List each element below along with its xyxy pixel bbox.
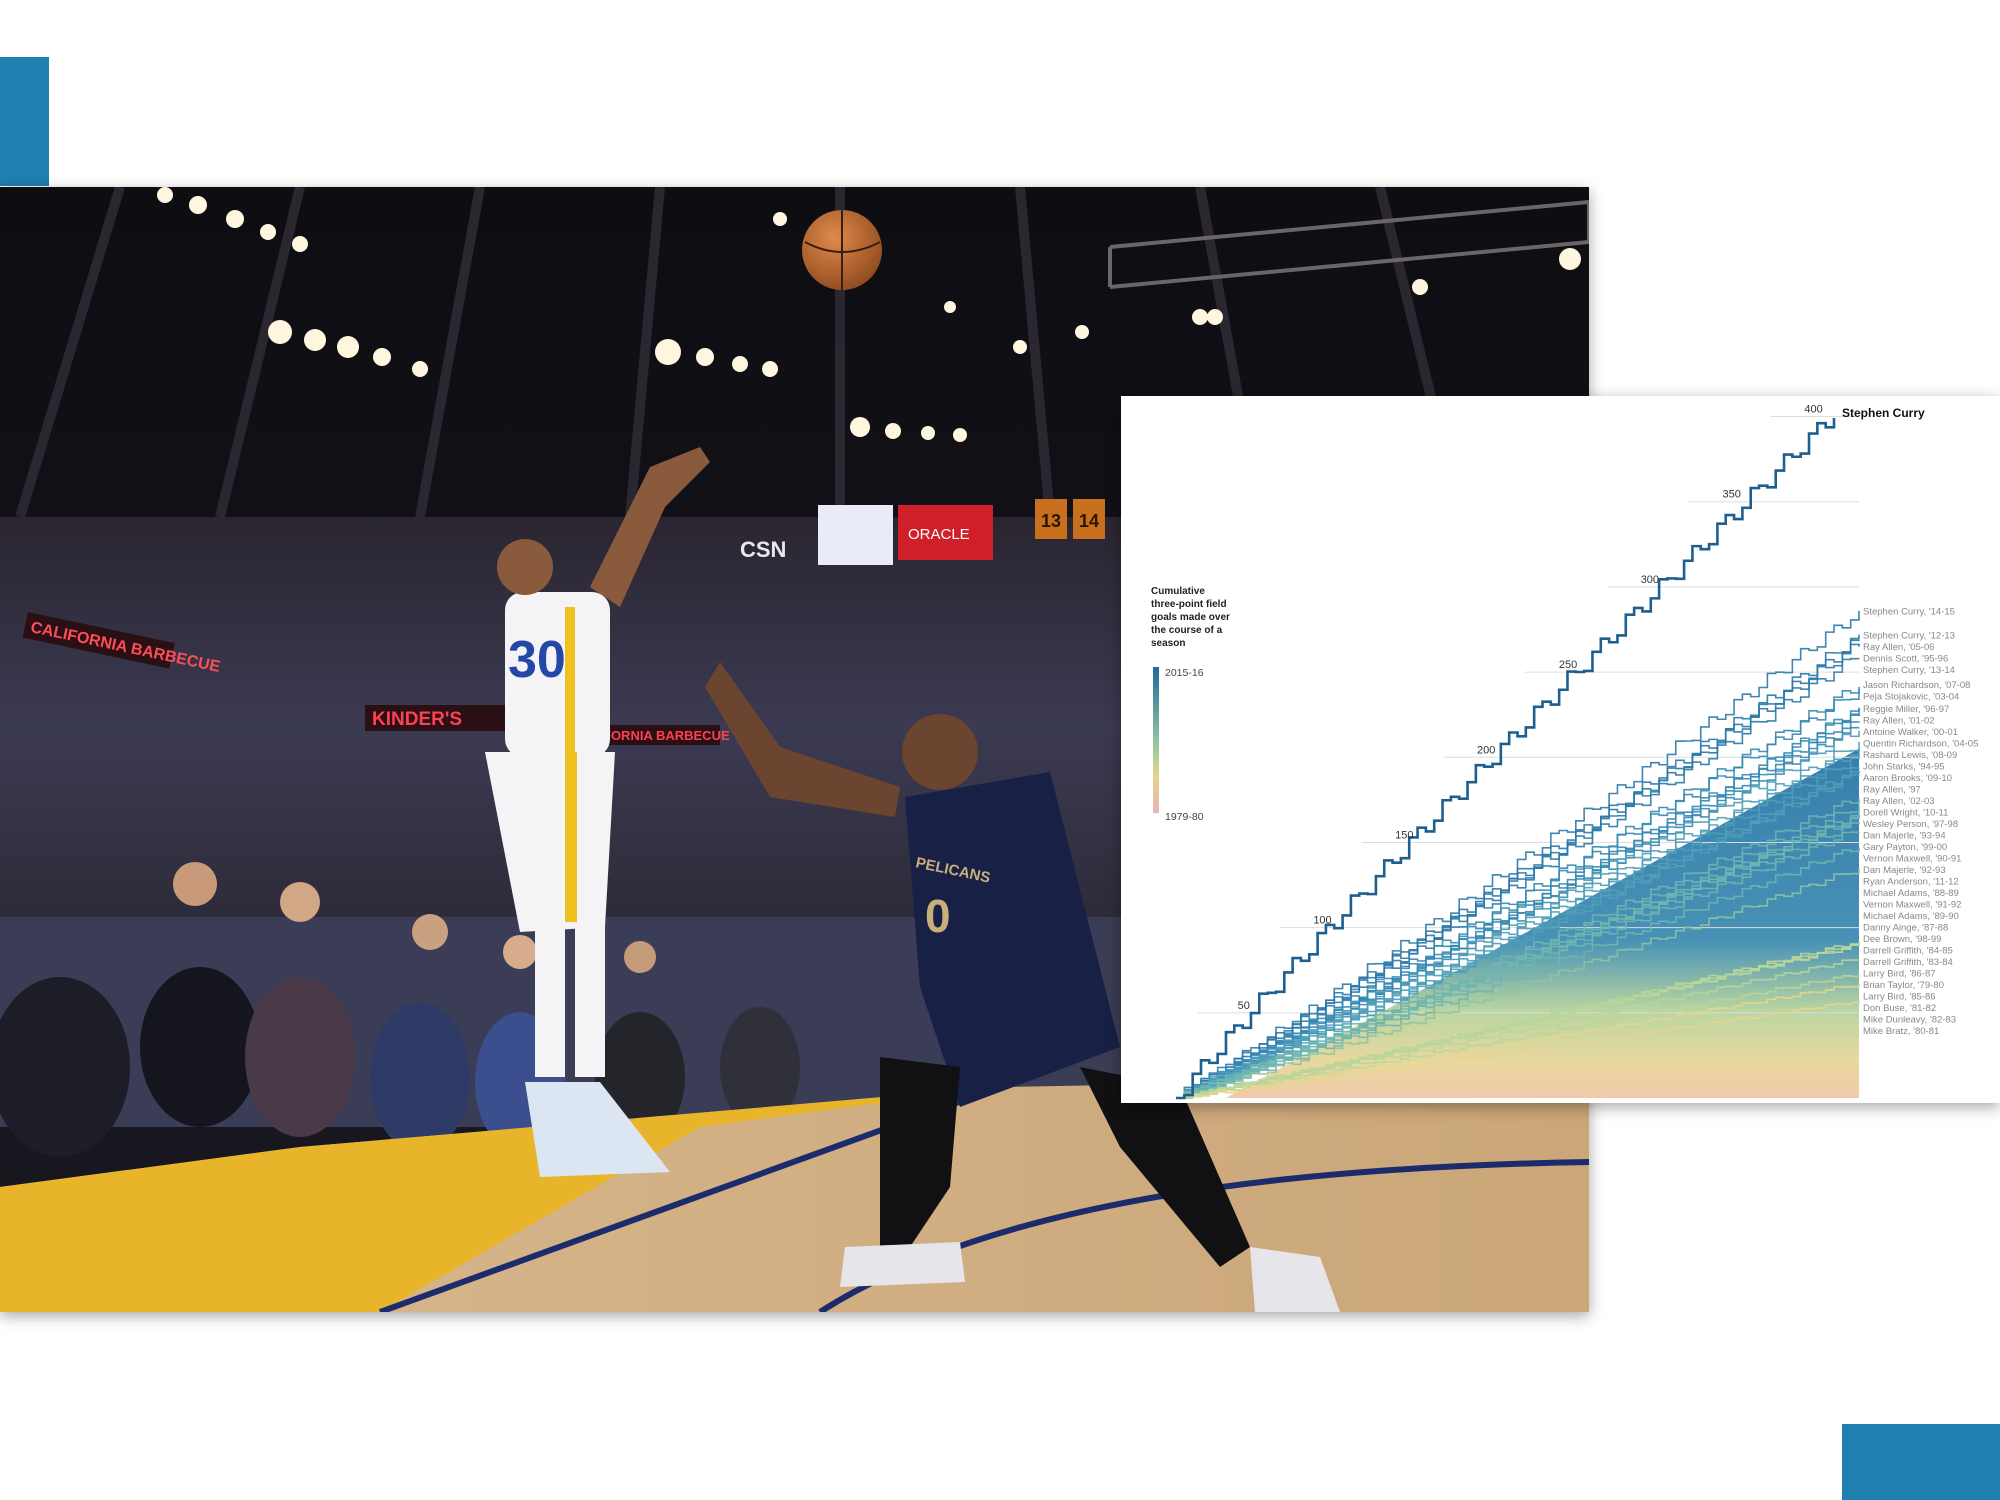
season-label-27: Dee Brown, '98-99	[1863, 934, 1941, 945]
arena-lights	[157, 187, 1581, 442]
season-label-32: Larry Bird, '85-86	[1863, 991, 1936, 1002]
shooter-player: 30	[485, 447, 710, 1177]
season-label-26: Danny Ainge, '87-88	[1863, 922, 1948, 933]
legend-title-line-1: Cumulative	[1151, 586, 1205, 597]
sign-kinders: KINDER'S	[372, 709, 462, 730]
season-label-23: Michael Adams, '88-89	[1863, 888, 1959, 899]
season-line-24	[1176, 822, 1860, 1099]
season-label-2: Ray Allen, '05-06	[1863, 642, 1935, 653]
season-line-4	[1176, 657, 1860, 1099]
season-line-35	[1176, 1000, 1860, 1099]
legend-bottom-label: 1979-80	[1165, 811, 1204, 823]
season-line-17	[1176, 771, 1860, 1099]
y-tick-150: 150	[1395, 829, 1413, 841]
sign-oracle: ORACLE	[908, 526, 970, 543]
legend-title-line-3: goals made over	[1151, 612, 1230, 623]
labeled-season-lines	[1176, 610, 1860, 1099]
season-label-31: Brian Taylor, '79-80	[1863, 980, 1944, 991]
legend-color-ramp	[1153, 667, 1159, 813]
season-label-17: Wesley Person, '97-98	[1863, 819, 1958, 830]
season-label-28: Darrell Griffith, '84-85	[1863, 945, 1953, 956]
season-label-20: Vernon Maxwell, '90-91	[1863, 853, 1961, 864]
season-label-1: Stephen Curry, '12-13	[1863, 631, 1955, 642]
season-label-25: Michael Adams, '89-90	[1863, 911, 1959, 922]
season-end-labels: Stephen Curry, '14-15 Stephen Curry, '12-…	[1863, 607, 1978, 1037]
basketball	[802, 210, 882, 290]
y-tick-50: 50	[1238, 1000, 1250, 1012]
season-label-29: Darrell Griffith, '83-84	[1863, 957, 1953, 968]
y-tick-200: 200	[1477, 744, 1495, 756]
light-truss	[1108, 200, 1589, 289]
season-label-9: Antoine Walker, '00-01	[1863, 727, 1958, 738]
sign-fornia-barbecue: FORNIA BARBECUE	[603, 728, 730, 743]
season-line-25	[1176, 831, 1860, 1099]
season-line-33	[1176, 974, 1860, 1099]
season-line-27	[1176, 868, 1860, 1099]
season-line-10	[1176, 713, 1860, 1099]
shooter-jersey-number: 30	[508, 631, 566, 689]
season-line-3	[1176, 643, 1860, 1099]
y-tick-labels: 50 100 150 200 250 300 350 400	[1238, 404, 1823, 1012]
cumulative-threes-chart: Cumulative three-point field goals made …	[1151, 404, 1978, 1100]
y-tick-100: 100	[1313, 915, 1331, 927]
season-label-18: Dan Majerle, '93-94	[1863, 830, 1946, 841]
season-label-7: Reggie Miller, '96-97	[1863, 704, 1949, 715]
accent-bar-top	[0, 57, 49, 186]
season-line-32	[1176, 959, 1860, 1099]
banner-13: 13	[1041, 511, 1061, 531]
season-label-21: Dan Majerle, '92-93	[1863, 865, 1946, 876]
season-label-5: Jason Richardson, '07-08	[1863, 680, 1970, 691]
season-label-10: Quentin Richardson, '04-05	[1863, 738, 1978, 749]
legend-title-line-4: the course of a	[1151, 625, 1223, 636]
season-label-19: Gary Payton, '99-00	[1863, 842, 1947, 853]
season-label-13: Aaron Brooks, '09-10	[1863, 773, 1952, 784]
three-point-chart-panel: Cumulative three-point field goals made …	[1121, 396, 2000, 1103]
historic-seasons-band	[1225, 748, 1859, 1098]
season-label-6: Peja Stojakovic, '03-04	[1863, 692, 1959, 703]
season-label-12: John Starks, '94-95	[1863, 761, 1945, 772]
season-band-area	[1225, 748, 1859, 1098]
y-tick-350: 350	[1723, 489, 1741, 501]
legend-title-line-5: season	[1151, 638, 1185, 649]
season-line-31	[1176, 944, 1860, 1099]
highlight-label: Stephen Curry	[1842, 406, 1925, 420]
legend-top-label: 2015-16	[1165, 667, 1204, 679]
season-label-0: Stephen Curry, '14-15	[1863, 607, 1955, 618]
highlight-series: Stephen Curry	[1176, 406, 1925, 1100]
season-label-15: Ray Allen, '02-03	[1863, 796, 1935, 807]
banner-14: 14	[1079, 511, 1099, 531]
sign-csn: CSN	[740, 537, 786, 562]
legend-title: Cumulative three-point field goals made …	[1151, 586, 1233, 649]
y-tick-250: 250	[1559, 659, 1577, 671]
season-label-24: Vernon Maxwell, '91-92	[1863, 899, 1961, 910]
season-label-14: Ray Allen, '97	[1863, 784, 1921, 795]
season-label-34: Mike Dunleavy, '82-83	[1863, 1014, 1956, 1025]
season-label-16: Dorell Wright, '10-11	[1863, 807, 1948, 818]
season-line-12	[1176, 730, 1860, 1099]
season-line-34	[1176, 983, 1860, 1099]
y-tick-400: 400	[1804, 404, 1822, 416]
y-tick-300: 300	[1641, 574, 1659, 586]
legend-title-line-2: three-point field	[1151, 599, 1227, 610]
season-label-11: Rashard Lewis, '08-09	[1863, 750, 1957, 761]
season-label-4: Stephen Curry, '13-14	[1863, 665, 1955, 676]
season-label-30: Larry Bird, '86-87	[1863, 968, 1936, 979]
season-line-26	[1176, 847, 1860, 1099]
season-label-8: Ray Allen, '01-02	[1863, 715, 1935, 726]
season-color-legend: Cumulative three-point field goals made …	[1151, 586, 1233, 823]
defender-player: PELICANS 0	[705, 662, 1340, 1312]
season-label-33: Don Buse, '81-82	[1863, 1003, 1936, 1014]
season-line-18	[1176, 774, 1860, 1099]
season-label-35: Mike Bratz, '80-81	[1863, 1026, 1939, 1037]
season-label-3: Dennis Scott, '95-96	[1863, 654, 1948, 665]
accent-bar-bottom	[1842, 1424, 2000, 1500]
highlight-line	[1176, 417, 1836, 1100]
season-label-22: Ryan Anderson, '11-12	[1863, 876, 1959, 887]
defender-jersey-number: 0	[925, 890, 951, 942]
